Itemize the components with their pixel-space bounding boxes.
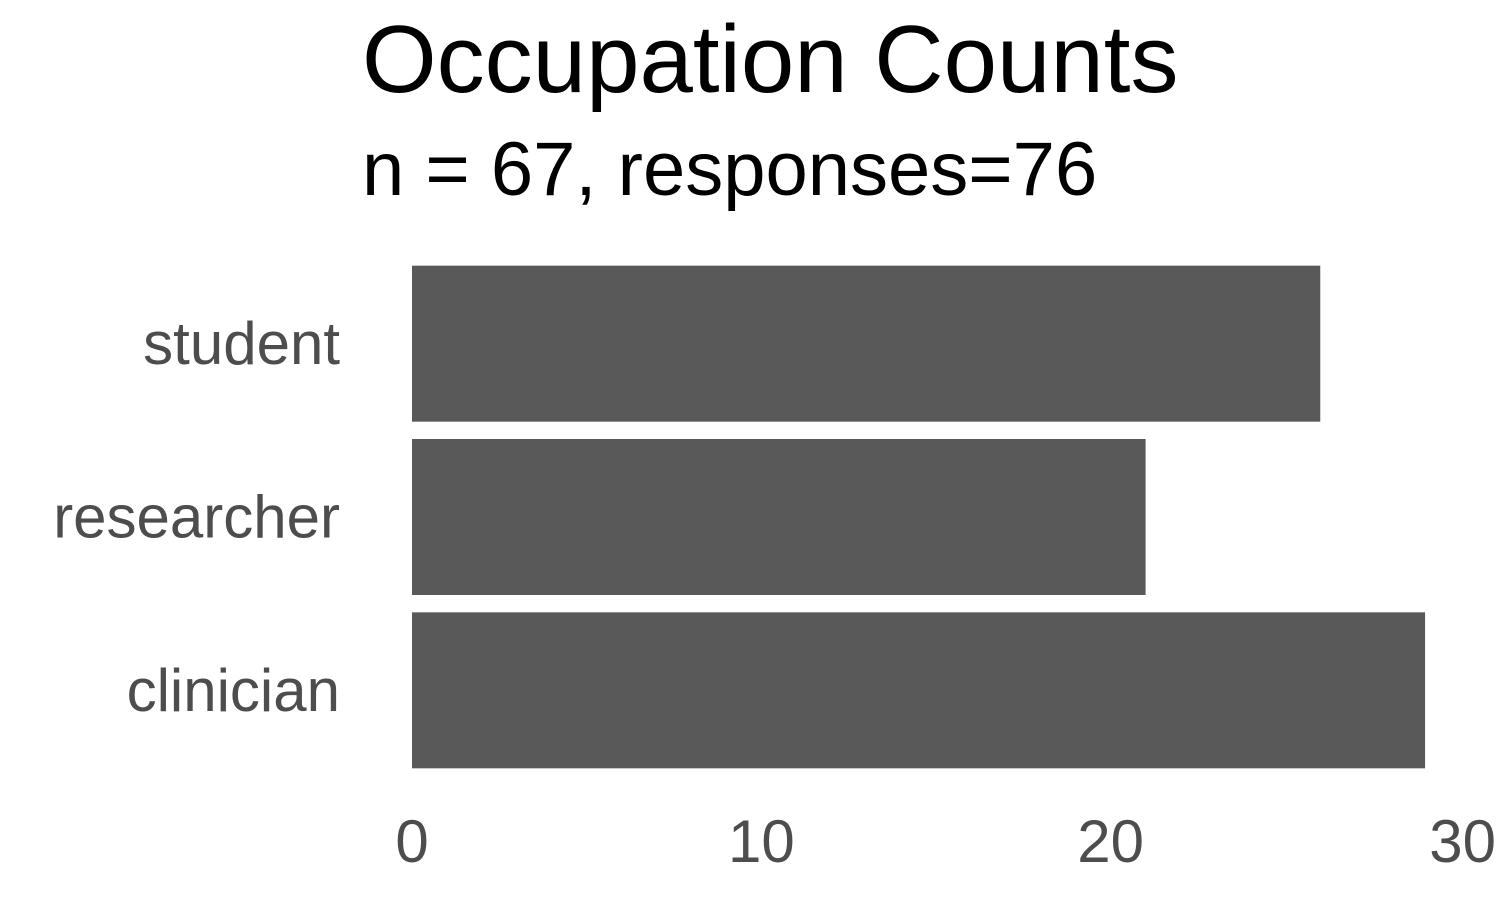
bar-clinician bbox=[412, 612, 1426, 769]
category-label-student: student bbox=[143, 310, 340, 377]
bars-group bbox=[412, 265, 1426, 769]
x-axis-ticks: 0 10 20 30 bbox=[395, 808, 1496, 875]
x-tick-label: 30 bbox=[1429, 808, 1496, 875]
x-tick-label: 0 bbox=[395, 808, 428, 875]
chart-title: Occupation Counts bbox=[362, 6, 1179, 113]
category-labels: student researcher clinician bbox=[53, 310, 340, 724]
bar-student bbox=[412, 265, 1321, 422]
bar-researcher bbox=[412, 439, 1146, 595]
category-label-researcher: researcher bbox=[53, 484, 340, 551]
x-tick-label: 20 bbox=[1077, 808, 1144, 875]
category-label-clinician: clinician bbox=[127, 657, 340, 724]
x-tick-label: 10 bbox=[728, 808, 795, 875]
chart-subtitle: n = 67, responses=76 bbox=[362, 127, 1098, 212]
